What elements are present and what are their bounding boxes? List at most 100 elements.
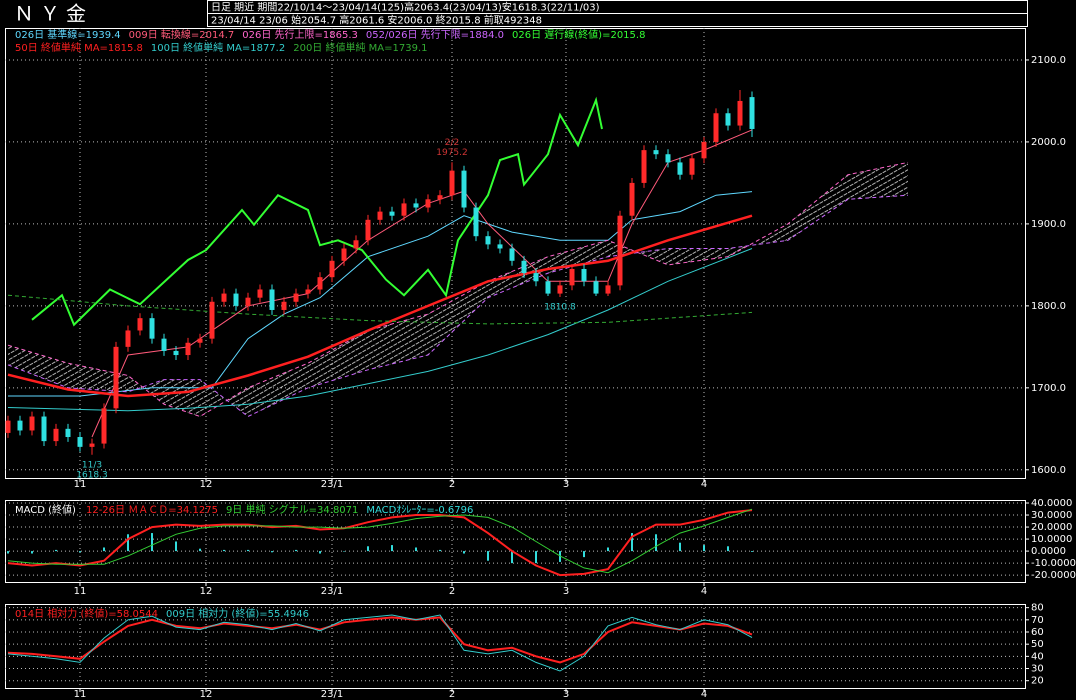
x-tick-label: 2 (449, 689, 455, 700)
candle-body (701, 141, 707, 159)
legend-entry: 12-26日 ＭＡＣＤ=34.1275 (86, 505, 218, 516)
x-tick-label: 4 (701, 586, 707, 597)
candle-body (257, 289, 263, 298)
histogram-bar (343, 551, 345, 552)
histogram-bar (127, 534, 129, 552)
histogram-bar (103, 547, 105, 552)
x-tick-label: 2 (449, 586, 455, 597)
x-tick-label: 3 (563, 586, 569, 597)
candle-body (749, 97, 755, 129)
candle-body (473, 207, 479, 237)
histogram-bar (439, 549, 441, 552)
histogram-bar (55, 549, 57, 552)
histogram-bar (727, 546, 729, 552)
candle-body (689, 158, 695, 175)
histogram-bar (151, 533, 153, 552)
x-tick-label: 12 (200, 689, 213, 700)
x-tick-label: 23/1 (321, 479, 343, 490)
candle-body (449, 170, 455, 196)
candle-body (497, 244, 503, 249)
histogram-bar (511, 551, 513, 564)
annotation-date: 2/2 (445, 138, 459, 148)
x-tick-label: 2 (449, 479, 455, 490)
indicator-line (7, 294, 753, 325)
candle-body (665, 154, 671, 163)
legend-entry: 026日 遅行線(終値)=2015.8 (512, 28, 645, 41)
histogram-bar (247, 549, 249, 552)
histogram-bar (391, 545, 393, 552)
candle-body (269, 289, 275, 310)
x-tick-label: 4 (701, 479, 707, 490)
candle-body (293, 293, 299, 302)
annotation-value: 1975.2 (436, 148, 468, 158)
y-tick-label: 30 (1031, 664, 1044, 675)
annotation-value: 1810.8 (544, 303, 576, 313)
x-tick-label: 3 (563, 689, 569, 700)
histogram-bar (463, 551, 465, 554)
candle-body (221, 293, 227, 302)
panel-frame (5, 604, 1026, 689)
candle-body (353, 240, 359, 249)
histogram-bar (415, 547, 417, 552)
y-tick-label: 80 (1031, 603, 1044, 614)
histogram-bar (295, 549, 297, 552)
annotation-value: 1618.3 (76, 470, 108, 480)
histogram-bar (199, 548, 201, 552)
info-line: 日足 期近 期間22/10/14～23/04/14(125)高2063.4(23… (211, 1, 600, 14)
y-tick-label: 20.0000 (1031, 522, 1072, 533)
histogram-bar (559, 551, 561, 562)
candle-body (89, 443, 95, 447)
series-line (7, 614, 753, 672)
plot-area (7, 614, 753, 672)
candle-body (317, 277, 323, 290)
candle-body (197, 338, 203, 343)
candle-body (593, 281, 599, 294)
candle-body (713, 113, 719, 142)
histogram-bar (319, 551, 321, 554)
candle-body (281, 301, 287, 310)
y-tick-label: 20 (1031, 676, 1044, 687)
candle-body (41, 416, 47, 442)
histogram-bar (607, 547, 609, 552)
candle-body (437, 195, 443, 200)
plot-area (7, 508, 753, 577)
legend-entry: 009日 転換線=2014.7 (129, 28, 235, 41)
candle-body (557, 285, 563, 294)
candle-body (653, 150, 659, 155)
candle-body (521, 260, 527, 274)
y-tick-label: 70 (1031, 615, 1044, 626)
candle-body (737, 100, 743, 126)
series-line (7, 508, 753, 574)
candle-body (425, 199, 431, 208)
legend-entry: 014日 相対力 (終値)=58.0544 (15, 607, 158, 620)
candle-body (17, 420, 23, 431)
legend-entry: 9日 単純 シグナル=34.8071 (226, 503, 358, 516)
legend-entry: 50日 終値単純 MA=1815.8 (15, 41, 143, 54)
histogram-bar (751, 551, 753, 552)
y-tick-label: -10.0000 (1031, 558, 1076, 569)
histogram-bar (487, 551, 489, 561)
candle-body (401, 203, 407, 216)
candle-body (581, 268, 587, 282)
x-tick-label: 23/1 (321, 586, 343, 597)
candle-body (677, 162, 683, 175)
candle-body (725, 113, 731, 126)
candle-body (329, 260, 335, 278)
candle-body (149, 318, 155, 339)
candle-body (545, 281, 551, 294)
candle-body (629, 182, 635, 216)
y-tick-label: 60 (1031, 627, 1044, 638)
candle-body (161, 338, 167, 351)
histogram-bar (271, 551, 273, 553)
panel-frame (5, 28, 1026, 479)
x-tick-label: 12 (200, 586, 213, 597)
y-tick-label: 1700.0 (1031, 383, 1066, 394)
histogram-bar (655, 534, 657, 552)
candle-body (185, 342, 191, 356)
panel-title: MACD (終値) (15, 503, 76, 516)
candle-body (389, 211, 395, 216)
x-tick-label: 11 (74, 689, 87, 700)
